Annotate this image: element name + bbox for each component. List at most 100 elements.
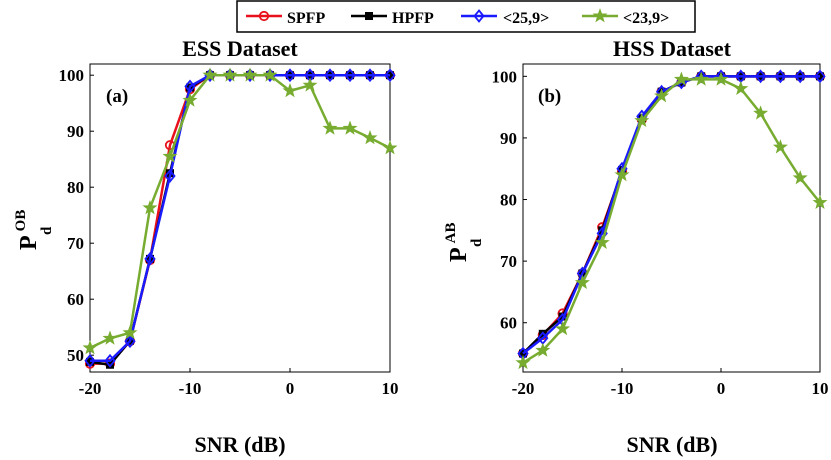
legend-item-23-9: <23,9> <box>582 8 669 27</box>
chart-ess: ESS Dataset (a) -20 -10 0 10 50 60 70 80 90 100 S… <box>13 36 399 457</box>
x-tick-label: 10 <box>812 379 829 398</box>
data-point-23-9 <box>302 77 318 92</box>
svg-text:P AB: P AB <box>443 222 472 262</box>
plot-frame <box>89 63 391 373</box>
legend: SPFP HPFP <25,9> <23,9> <box>236 0 696 33</box>
y-tick-label: 90 <box>500 129 517 148</box>
data-point-23-9 <box>222 67 238 82</box>
data-point-23-9 <box>202 67 218 82</box>
x-tick-label: -20 <box>79 379 102 398</box>
y-tick-label: 90 <box>67 122 84 141</box>
chart-hss: HSS Dataset (b) -20 -10 0 10 60 70 80 90 100 SNR… <box>443 36 829 457</box>
y-label-subscript: d <box>39 226 55 235</box>
data-point-25-9 <box>104 353 116 368</box>
axis-ticks: -20 -10 0 10 60 70 80 90 100 <box>492 67 829 398</box>
series-line-spfp <box>522 75 820 355</box>
data-point-23-9 <box>733 80 749 96</box>
data-point-25-9 <box>184 79 196 94</box>
y-label-superscript: AB <box>443 222 459 243</box>
svg-text:P OB: P OB <box>13 210 42 250</box>
data-point-23-9 <box>162 148 178 163</box>
series-23-9 <box>82 67 398 355</box>
data-point-23-9 <box>342 120 358 135</box>
data-point-23-9 <box>614 167 630 182</box>
x-axis-label: SNR (dB) <box>194 432 285 457</box>
data-point-23-9 <box>594 234 610 250</box>
data-point-25-9 <box>164 169 176 183</box>
series-line-23-9 <box>522 78 821 364</box>
data-point-25-9 <box>324 68 336 83</box>
chart-title: ESS Dataset <box>182 36 298 61</box>
data-point-25-9 <box>144 251 156 266</box>
data-point-23-9 <box>122 324 138 340</box>
data-point-23-9 <box>535 342 551 357</box>
y-axis-label: P AB d <box>443 222 485 262</box>
data-point-23-9 <box>713 71 729 86</box>
data-point-25-9 <box>814 69 826 84</box>
series-line-25-9 <box>522 75 820 355</box>
panel-label: (a) <box>106 86 128 107</box>
y-tick-label: 60 <box>500 314 517 333</box>
y-label-superscript: OB <box>13 210 29 232</box>
panel-label: (b) <box>538 86 561 107</box>
y-tick-label: 100 <box>59 66 85 85</box>
series-line-hpfp <box>522 75 820 355</box>
data-point-23-9 <box>634 112 650 128</box>
legend-marker-25-9 <box>473 9 485 23</box>
data-point-25-9 <box>284 68 296 83</box>
y-label-main: P <box>446 247 472 262</box>
data-point-23-9 <box>182 92 198 107</box>
data-point-25-9 <box>794 69 806 84</box>
data-point-25-9 <box>384 68 396 83</box>
x-axis-label: SNR (dB) <box>626 432 717 457</box>
legend-item-25-9: <25,9> <box>461 9 549 27</box>
data-point-23-9 <box>654 88 670 103</box>
x-tick-label: 0 <box>286 379 295 398</box>
series-line-23-9 <box>89 73 391 350</box>
data-point-25-9 <box>344 68 356 83</box>
data-point-23-9 <box>772 139 788 154</box>
data-point-23-9 <box>693 71 709 86</box>
legend-item-hpfp: HPFP <box>351 10 434 27</box>
data-point-23-9 <box>322 120 338 135</box>
data-point-23-9 <box>242 67 258 82</box>
axis-ticks: -20 -10 0 10 50 60 70 80 90 100 <box>59 66 399 398</box>
x-tick-label: -10 <box>611 379 634 398</box>
data-point-25-9 <box>124 334 136 349</box>
legend-label-23-9: <23,9> <box>623 10 669 27</box>
legend-marker-23-9 <box>592 8 608 23</box>
data-point-23-9 <box>362 130 378 145</box>
data-point-23-9 <box>574 274 590 290</box>
y-tick-label: 50 <box>67 346 84 365</box>
legend-marker-hpfp <box>365 12 373 20</box>
y-tick-label: 70 <box>67 234 84 253</box>
data-point-25-9 <box>774 69 787 84</box>
y-tick-label: 70 <box>500 252 517 271</box>
y-label-main: P <box>16 235 42 250</box>
data-point-23-9 <box>812 194 828 209</box>
data-point-23-9 <box>792 170 808 185</box>
data-point-23-9 <box>555 321 571 336</box>
legend-label-hpfp: HPFP <box>392 10 434 27</box>
series-line-25-9 <box>90 73 390 363</box>
legend-label-spfp: SPFP <box>287 10 325 27</box>
x-tick-label: 0 <box>717 379 726 398</box>
series-group <box>515 69 828 370</box>
data-point-25-9 <box>754 69 767 84</box>
chart-title: HSS Dataset <box>613 36 732 61</box>
y-tick-label: 60 <box>67 290 84 309</box>
plot-frame <box>522 63 821 373</box>
data-point-23-9 <box>142 200 158 215</box>
series-23-9 <box>515 71 828 370</box>
data-point-25-9 <box>364 68 376 83</box>
legend-item-spfp: SPFP <box>246 10 325 27</box>
y-tick-label: 80 <box>67 178 84 197</box>
data-point-23-9 <box>282 83 298 98</box>
series-25-9 <box>517 69 826 361</box>
data-point-23-9 <box>82 340 98 355</box>
data-point-23-9 <box>515 354 531 370</box>
x-tick-label: -10 <box>179 379 202 398</box>
data-point-23-9 <box>753 105 769 120</box>
y-label-subscript: d <box>469 238 485 247</box>
